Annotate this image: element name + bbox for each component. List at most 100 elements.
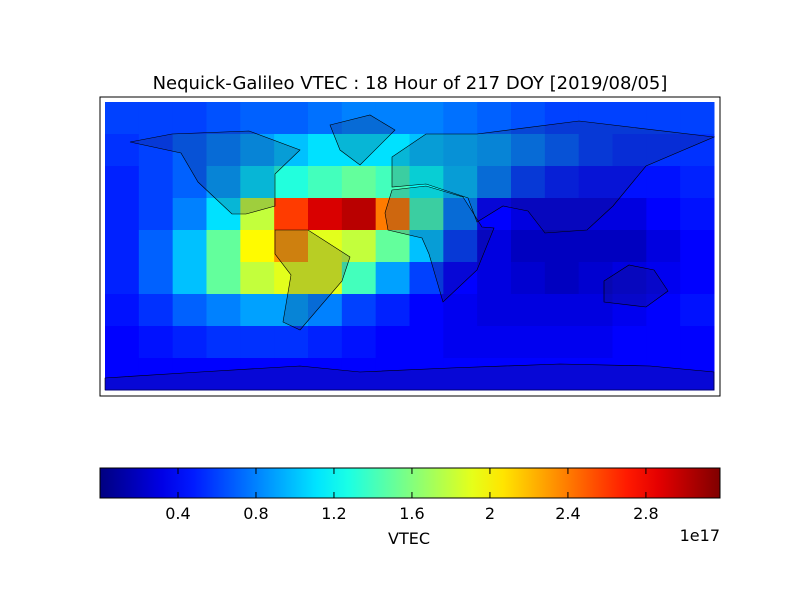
heat-cell — [477, 102, 512, 135]
heat-cell — [646, 326, 681, 359]
heat-cell — [578, 134, 613, 167]
heat-cell — [206, 102, 241, 135]
heat-cell — [172, 358, 207, 391]
heat-cell — [409, 326, 444, 359]
heat-cell — [409, 294, 444, 327]
heat-cell — [544, 166, 580, 199]
colorbar-offset: 1e17 — [680, 526, 720, 545]
heat-cell — [172, 294, 207, 327]
coastlines — [104, 114, 716, 391]
heat-cell — [578, 166, 613, 199]
heat-cell — [341, 262, 377, 295]
heat-cell — [105, 166, 140, 199]
colorbar-ticks: 0.4 0.8 1.2 1.6 2 2.4 2.8 — [165, 468, 659, 523]
heat-cell — [612, 166, 647, 199]
heat-cell — [206, 262, 241, 295]
heat-cell — [443, 198, 478, 231]
map-frame — [99, 96, 721, 397]
heat-cell — [375, 230, 410, 263]
heat-cell — [511, 358, 546, 391]
heat-cell — [375, 326, 410, 359]
heat-cell — [409, 230, 444, 263]
heat-cell — [105, 294, 140, 327]
heat-cell — [375, 358, 410, 391]
heat-cell — [206, 358, 241, 391]
heat-cell — [578, 230, 613, 263]
heat-cell — [341, 198, 377, 231]
heat-cell — [206, 166, 241, 199]
heat-cell — [612, 358, 647, 391]
chart-title: Nequick-Galileo VTEC : 18 Hour of 217 DO… — [153, 73, 668, 94]
heat-cell — [646, 358, 681, 391]
heat-cell — [240, 358, 275, 391]
tick-label: 2.8 — [633, 504, 658, 523]
land — [603, 264, 669, 308]
heat-cell — [138, 230, 174, 263]
heat-cell — [544, 294, 580, 327]
heat-cell — [138, 166, 174, 199]
heat-cell — [443, 326, 478, 359]
heat-cell — [274, 102, 309, 135]
heat-cell — [646, 166, 681, 199]
colorbar — [99, 467, 721, 499]
heat-cell — [646, 134, 681, 167]
heat-cell — [544, 102, 580, 135]
heat-cell — [646, 102, 681, 135]
heat-cell — [578, 198, 613, 231]
heat-cell — [341, 230, 377, 263]
heat-cell — [105, 262, 140, 295]
heat-cell — [172, 134, 207, 167]
land — [329, 114, 396, 166]
heat-cell — [308, 230, 343, 263]
heat-cell — [274, 198, 309, 231]
heat-cell — [105, 102, 140, 135]
heat-cell — [341, 166, 377, 199]
heat-cell — [105, 198, 140, 231]
heat-cell — [646, 262, 681, 295]
heat-cell — [680, 198, 715, 231]
heat-cell — [409, 102, 444, 135]
heat-cell — [308, 102, 343, 135]
heat-cell — [240, 294, 275, 327]
heat-cell — [308, 262, 343, 295]
heat-cell — [544, 198, 580, 231]
heat-cell — [308, 294, 343, 327]
heat-cell — [578, 262, 613, 295]
heatmap — [105, 102, 715, 391]
heat-cell — [511, 166, 546, 199]
heat-cell — [477, 262, 512, 295]
heat-cell — [511, 262, 546, 295]
heat-cell — [274, 230, 309, 263]
heat-cell — [477, 230, 512, 263]
heat-cell — [409, 358, 444, 391]
heat-cell — [138, 262, 174, 295]
heat-cell — [341, 294, 377, 327]
heat-cell — [443, 102, 478, 135]
heat-cell — [341, 326, 377, 359]
heat-cell — [138, 102, 174, 135]
land — [274, 229, 351, 331]
heat-cell — [274, 262, 309, 295]
heat-cell — [612, 326, 647, 359]
heat-cell — [206, 294, 241, 327]
heat-cell — [274, 166, 309, 199]
heat-cell — [206, 230, 241, 263]
heat-cell — [409, 198, 444, 231]
heat-cell — [138, 326, 174, 359]
heat-cell — [341, 134, 377, 167]
heat-cell — [544, 326, 580, 359]
heat-cell — [375, 134, 410, 167]
tick-label: 1.2 — [321, 504, 346, 523]
heat-cell — [274, 134, 309, 167]
land — [391, 120, 716, 234]
heat-cell — [274, 326, 309, 359]
heat-cell — [375, 166, 410, 199]
heat-cell — [172, 230, 207, 263]
heat-cell — [105, 230, 140, 263]
heat-cell — [680, 262, 715, 295]
heat-cell — [477, 358, 512, 391]
colorbar-label: VTEC — [388, 529, 430, 548]
heat-cell — [443, 294, 478, 327]
land — [384, 185, 495, 303]
heat-cell — [308, 326, 343, 359]
